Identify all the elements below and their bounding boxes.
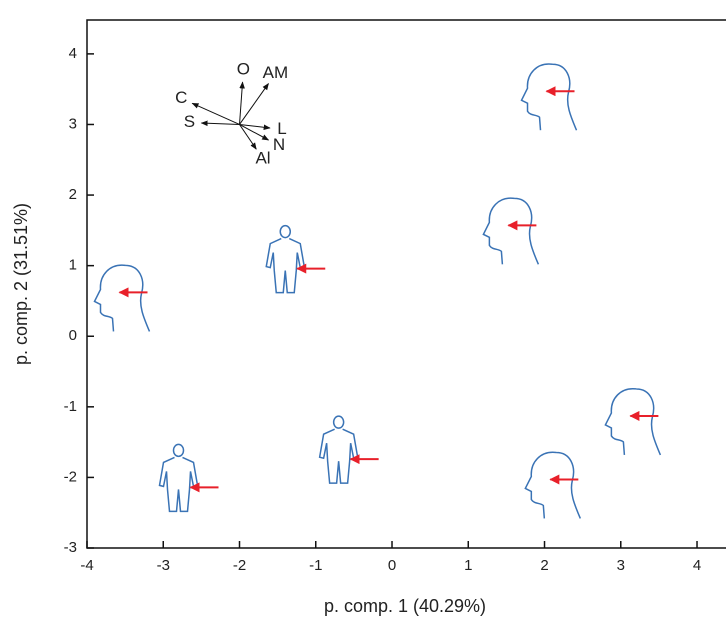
vector-label: C xyxy=(175,88,187,107)
point-icon xyxy=(482,197,540,265)
loading-vector xyxy=(239,124,257,150)
vector-label: Al xyxy=(255,149,270,168)
icon-outline xyxy=(318,415,359,484)
x-tick-label: 0 xyxy=(388,557,396,574)
point-icon xyxy=(520,63,578,131)
vector-label: L xyxy=(277,119,286,138)
icon-outline xyxy=(520,63,578,131)
x-tick-label: 3 xyxy=(617,557,625,574)
loading-vector xyxy=(191,102,240,125)
point-icon xyxy=(524,451,582,519)
icon-outline xyxy=(265,224,306,294)
vector-label: N xyxy=(273,135,285,154)
loading-vector xyxy=(239,81,245,125)
icon-outline xyxy=(482,197,540,265)
point-icon xyxy=(265,224,326,294)
icon-outline xyxy=(524,451,582,519)
loading-vector xyxy=(239,124,270,141)
y-axis-title: p. comp. 2 (31.51%) xyxy=(11,203,31,365)
point-icon xyxy=(318,415,379,484)
vector-label: S xyxy=(184,112,195,131)
point-icon xyxy=(93,264,151,332)
x-tick-label: 2 xyxy=(540,557,548,574)
icon-outline xyxy=(604,388,662,456)
y-tick-label: -2 xyxy=(64,468,77,485)
x-axis-title: p. comp. 1 (40.29%) xyxy=(324,596,486,616)
icon-outline xyxy=(93,264,151,332)
point-icon xyxy=(604,388,662,456)
y-tick-label: 3 xyxy=(69,115,77,132)
point-icon xyxy=(158,443,219,513)
icon-outline xyxy=(158,443,199,513)
x-tick-label: -3 xyxy=(157,557,170,574)
vector-label: AM xyxy=(263,63,289,82)
loading-vector xyxy=(200,120,240,127)
loading-vector xyxy=(239,82,269,125)
plot-frame xyxy=(86,19,726,549)
y-tick-label: 2 xyxy=(69,186,77,203)
x-tick-label: 4 xyxy=(693,557,701,574)
y-tick-label: -3 xyxy=(64,539,77,556)
x-tick-label: 1 xyxy=(464,557,472,574)
vector-label: O xyxy=(237,60,250,79)
y-tick-label: 4 xyxy=(69,45,77,62)
y-tick-label: -1 xyxy=(64,398,77,415)
x-tick-label: -1 xyxy=(309,557,322,574)
y-tick-label: 1 xyxy=(69,257,77,274)
y-tick-label: 0 xyxy=(69,327,77,344)
loading-vector xyxy=(239,123,271,131)
x-tick-label: -4 xyxy=(80,557,93,574)
x-tick-label: -2 xyxy=(233,557,246,574)
